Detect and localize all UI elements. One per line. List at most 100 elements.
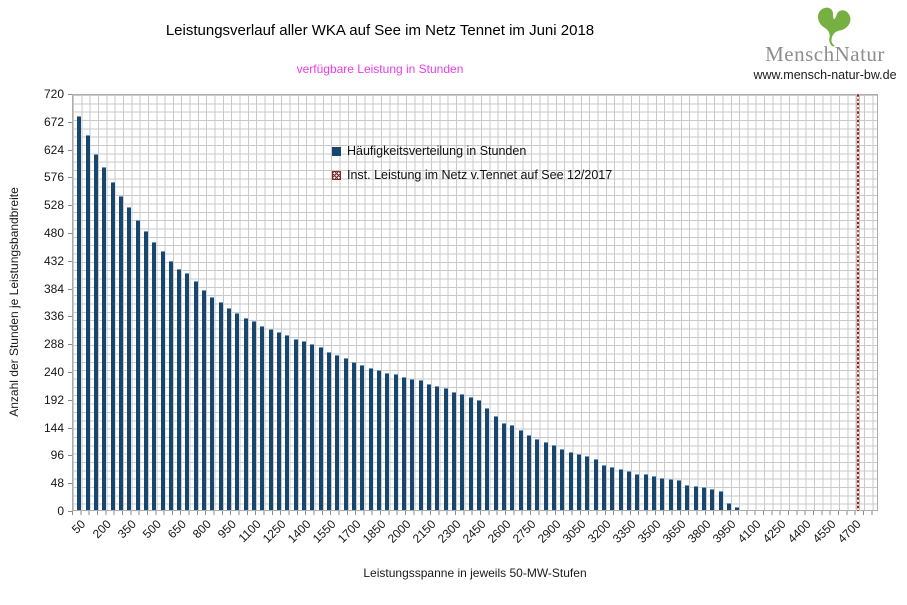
bar (460, 394, 465, 510)
y-axis-tick-label: 48 (50, 476, 64, 491)
x-axis-tick-label: 1250 (259, 517, 289, 546)
x-axis-tick-marks (72, 511, 878, 515)
y-axis-tick-label: 576 (43, 170, 64, 185)
y-axis-tick-label: 528 (43, 198, 64, 213)
bar (352, 361, 357, 510)
y-axis-tick-mark (68, 121, 72, 123)
x-axis-tick-label: 4100 (734, 517, 764, 546)
bar (393, 374, 398, 510)
bar (168, 260, 173, 510)
y-axis-tick-mark (68, 483, 72, 485)
bar (585, 456, 590, 510)
y-axis-tick-label: 240 (43, 365, 64, 379)
y-axis-tick-mark (68, 372, 72, 373)
bar (160, 251, 165, 510)
legend-swatch-hatch-icon (332, 170, 341, 180)
bar (185, 273, 190, 510)
bar (310, 343, 315, 510)
installed-capacity-line (856, 94, 860, 511)
bar (327, 351, 332, 510)
bar (668, 478, 673, 510)
x-axis-tick-label: 2450 (459, 517, 489, 546)
bar (293, 338, 298, 510)
bar (435, 386, 440, 510)
bar (343, 358, 348, 510)
bar (127, 207, 132, 510)
legend-label: Häufigkeitsverteilung in Stunden (347, 144, 527, 158)
bar (693, 486, 698, 510)
ginkgo-leaf-icon (818, 7, 851, 48)
bar (410, 378, 415, 510)
x-axis-tick-label: 1700 (334, 517, 364, 546)
bar (651, 475, 656, 510)
bar (527, 434, 532, 510)
x-axis-tick-label: 4700 (834, 517, 864, 546)
y-axis-tick-mark (68, 427, 72, 429)
bar (577, 453, 581, 510)
bar (285, 334, 290, 510)
y-axis-tick-label: 192 (43, 392, 64, 407)
y-axis-tick-label: 624 (43, 142, 64, 157)
x-axis-tick-label: 2750 (509, 517, 539, 546)
bar (243, 317, 248, 510)
bar (368, 367, 373, 510)
x-axis-tick-label: 950 (214, 517, 239, 542)
logo-brand: MenschNatur (765, 42, 885, 66)
y-axis-tick-mark (68, 511, 72, 512)
x-axis-tick-label: 1400 (284, 517, 314, 546)
bar (543, 441, 548, 510)
legend-item: Häufigkeitsverteilung in Stunden (332, 139, 612, 163)
chart-plot-area (72, 94, 878, 511)
bar (535, 438, 540, 510)
x-axis-tick-label: 2150 (409, 517, 439, 546)
bar (227, 308, 232, 510)
bar (402, 376, 407, 510)
bar (110, 181, 115, 510)
bar (493, 416, 498, 510)
bar (93, 154, 98, 510)
bar (210, 296, 215, 510)
x-axis-tick-label: 2000 (384, 517, 414, 546)
bar (218, 301, 223, 510)
legend: Häufigkeitsverteilung in Stunden Inst. L… (332, 139, 612, 187)
y-axis-tick-label: 96 (50, 448, 64, 463)
y-axis-tick-mark (68, 149, 72, 151)
bar (601, 464, 606, 510)
bar (118, 195, 123, 510)
y-axis-tick-mark (68, 344, 72, 346)
x-axis-tick-label: 3050 (559, 517, 589, 546)
y-axis-tick-label: 288 (43, 337, 64, 352)
bar (610, 466, 615, 510)
bar (77, 115, 82, 510)
bar (443, 388, 448, 510)
y-axis-tick-label: 144 (43, 420, 64, 435)
y-axis-tick-label: 432 (43, 253, 64, 268)
x-axis-tick-label: 50 (69, 517, 89, 537)
x-axis-tick-label: 1100 (235, 517, 264, 546)
x-axis-tick-label: 650 (164, 517, 189, 542)
bar (685, 484, 690, 510)
x-axis-tick-label: 1850 (359, 517, 389, 546)
y-axis-tick-mark (68, 288, 72, 290)
bar (235, 313, 240, 510)
bar (468, 397, 473, 510)
bar (193, 281, 198, 510)
bar (660, 477, 665, 510)
bar (676, 480, 681, 510)
logo: MenschNatur www.mensch-natur-bw.de (749, 4, 901, 82)
x-axis-tick-label: 800 (189, 517, 214, 542)
x-axis-tick-label: 3800 (684, 517, 714, 546)
y-axis-tick-mark (68, 260, 72, 262)
bar (335, 354, 340, 510)
bar (427, 383, 432, 510)
y-axis-tick-label: 336 (43, 309, 64, 324)
x-axis-tick-label: 3500 (634, 517, 664, 546)
x-axis-tick-label: 2600 (484, 517, 514, 546)
bar (710, 489, 715, 510)
bar (502, 422, 507, 510)
y-axis-tick-label: 384 (43, 281, 64, 296)
bar (202, 289, 207, 510)
x-axis-tick-label: 4400 (784, 517, 814, 546)
x-axis-tick-label: 4550 (809, 517, 839, 546)
